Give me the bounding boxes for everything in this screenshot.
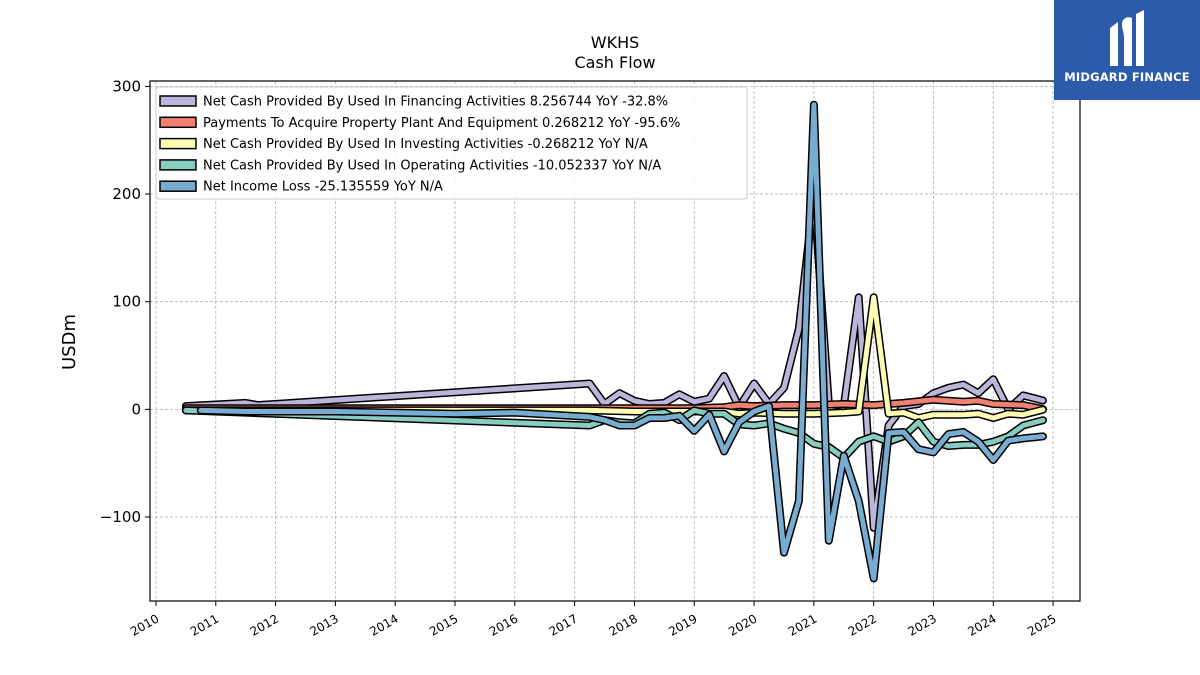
legend-label: Net Income Loss -25.135559 YoY N/A xyxy=(203,180,443,195)
x-tick-label: 2018 xyxy=(606,611,639,638)
x-tick-label: 2017 xyxy=(547,611,580,638)
y-ticks: 300 200 100 0 −100 xyxy=(100,77,150,526)
series-lines xyxy=(181,100,1047,583)
x-tick-label: 2019 xyxy=(666,611,699,638)
series-line-net-income-loss xyxy=(198,102,1046,581)
x-tick-label: 2016 xyxy=(487,611,520,638)
chart-subtitle: Cash Flow xyxy=(574,53,655,72)
series-line-net-cash-provided-by-used-in-financing-activities xyxy=(183,191,1046,531)
x-tick-label: 2021 xyxy=(786,611,819,638)
x-tick-label: 2010 xyxy=(128,611,161,638)
x-tick-label: 2022 xyxy=(846,611,879,638)
series-line-net-cash-provided-by-used-in-operating-activities xyxy=(183,407,1046,461)
legend-label: Net Cash Provided By Used In Financing A… xyxy=(203,95,668,110)
legend-label: Payments To Acquire Property Plant And E… xyxy=(203,116,680,131)
chart-title: WKHS xyxy=(591,33,640,52)
x-tick-label: 2011 xyxy=(188,611,221,638)
y-tick-label: −100 xyxy=(100,508,141,526)
legend-swatch xyxy=(159,95,197,107)
x-tick-label: 2013 xyxy=(307,611,340,638)
midgard-finance-logo: MIDGARD FINANCE xyxy=(1054,0,1200,100)
y-axis-label: USDm xyxy=(59,314,80,370)
x-tick-label: 2012 xyxy=(248,611,281,638)
y-tick-label: 100 xyxy=(112,293,141,311)
x-tick-label: 2024 xyxy=(965,611,998,638)
legend-label: Net Cash Provided By Used In Operating A… xyxy=(203,158,661,173)
x-tick-label: 2025 xyxy=(1025,611,1058,638)
logo-mark-icon xyxy=(1110,10,1144,66)
y-tick-label: 300 xyxy=(112,77,141,95)
x-ticks: 2010 2011 2012 2013 2014 2015 2016 2017 2018 2019… xyxy=(128,601,1059,639)
plot-frame xyxy=(149,80,1081,602)
x-tick-label: 2015 xyxy=(427,611,460,638)
series-outline-net-cash-provided-by-used-in-financing-activities xyxy=(181,190,1047,532)
x-tick-label: 2014 xyxy=(367,611,400,638)
legend-swatch xyxy=(159,159,197,171)
legend-box xyxy=(155,86,748,200)
legend: Net Cash Provided By Used In Financing A… xyxy=(155,86,748,200)
legend-swatch xyxy=(159,116,197,129)
legend-swatch xyxy=(159,180,197,192)
legend-swatch xyxy=(159,137,197,150)
y-tick-label: 0 xyxy=(131,400,141,418)
x-tick-label: 2023 xyxy=(906,611,939,638)
x-tick-label: 2020 xyxy=(726,611,759,638)
y-tick-label: 200 xyxy=(112,185,141,203)
legend-label: Net Cash Provided By Used In Investing A… xyxy=(203,137,648,152)
logo-text: MIDGARD FINANCE xyxy=(1064,70,1190,84)
